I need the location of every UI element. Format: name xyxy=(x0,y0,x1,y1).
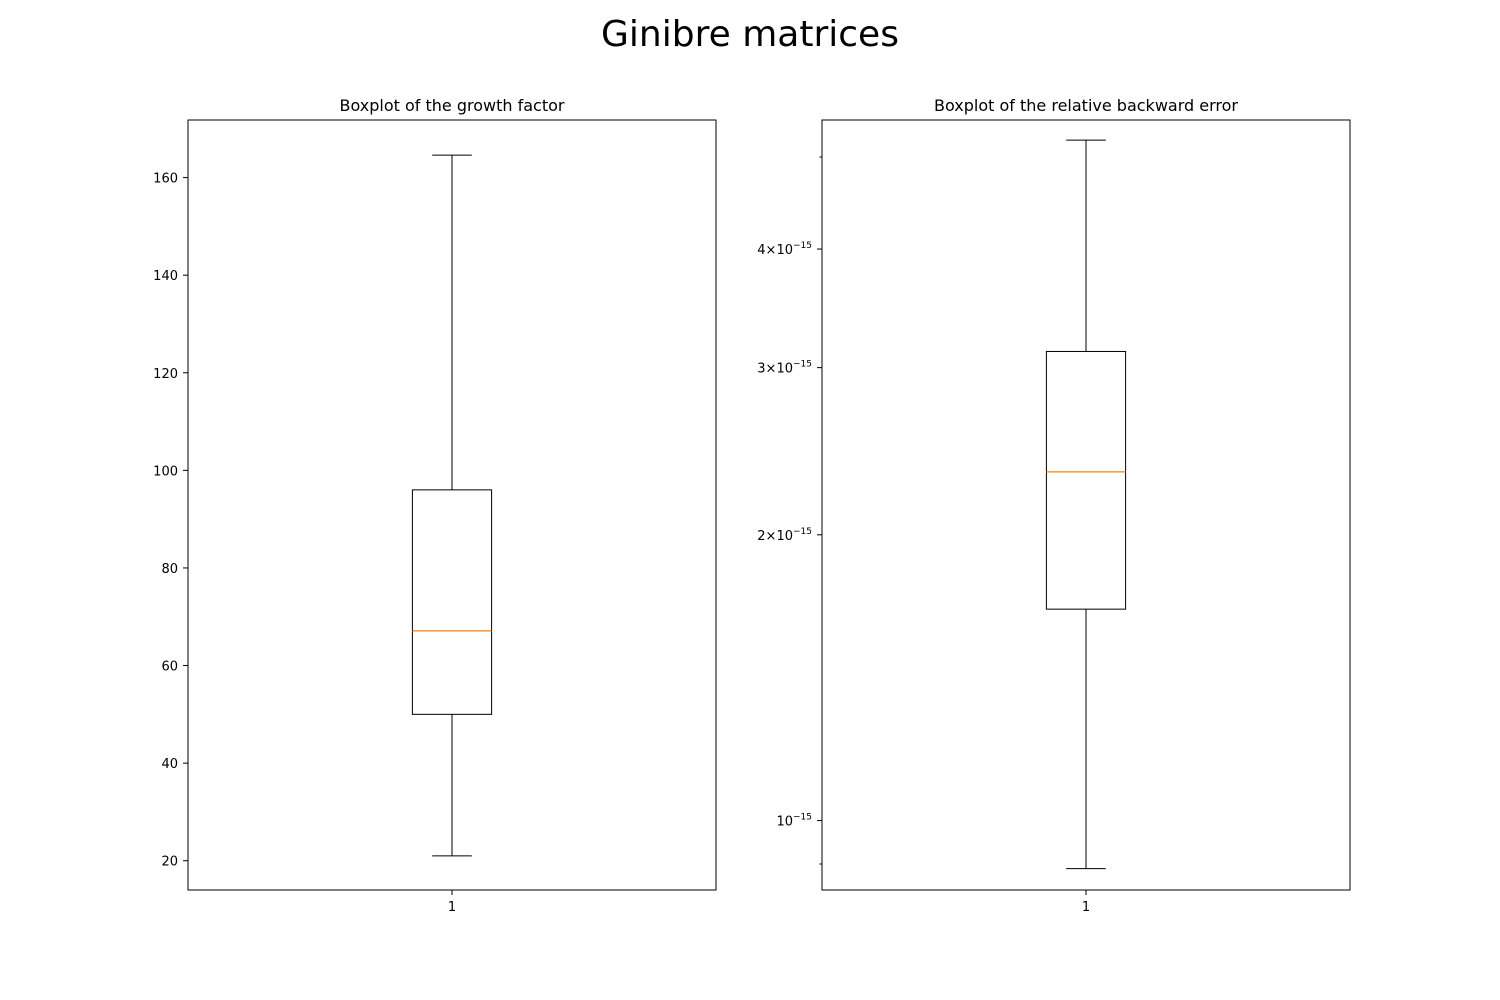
backward-ytick-label-3: 4×10−15 xyxy=(757,241,812,258)
growth-box-0 xyxy=(411,489,493,715)
backward-ytick-mantissa-1: 2×10 xyxy=(757,529,793,544)
backward-ytick-label-2: 3×10−15 xyxy=(757,360,812,377)
backward-ytick-label-1: 2×10−15 xyxy=(757,527,812,544)
backward-error-title: Boxplot of the relative backward error xyxy=(934,96,1238,115)
backward-ytick-exponent-2: −15 xyxy=(793,360,812,370)
backward-ytick-mantissa-0: 10 xyxy=(776,815,793,830)
figure-title: Ginibre matrices xyxy=(601,14,899,55)
backward-xtick-label-0: 1 xyxy=(1082,900,1090,915)
backward-box-0 xyxy=(1045,350,1127,610)
growth-ytick-label-2: 60 xyxy=(161,660,178,675)
growth-ytick-label-5: 120 xyxy=(153,367,178,382)
growth-ytick-label-1: 40 xyxy=(161,757,178,772)
backward-ytick-mantissa-3: 4×10 xyxy=(757,243,793,258)
growth-ytick-label-4: 100 xyxy=(153,464,178,479)
growth-xtick-label-0: 1 xyxy=(448,900,456,915)
growth-ytick-label-3: 80 xyxy=(161,562,178,577)
growth-ytick-label-0: 20 xyxy=(161,855,178,870)
growth-factor-title: Boxplot of the growth factor xyxy=(339,96,565,115)
backward-ytick-label-0: 10−15 xyxy=(776,813,812,830)
backward-ytick-exponent-1: −15 xyxy=(793,527,812,537)
backward-ytick-mantissa-2: 3×10 xyxy=(757,362,793,377)
growth-ytick-label-6: 140 xyxy=(153,269,178,284)
backward-ytick-exponent-0: −15 xyxy=(793,813,812,823)
growth-ytick-label-7: 160 xyxy=(153,172,178,187)
backward-ytick-exponent-3: −15 xyxy=(793,241,812,251)
